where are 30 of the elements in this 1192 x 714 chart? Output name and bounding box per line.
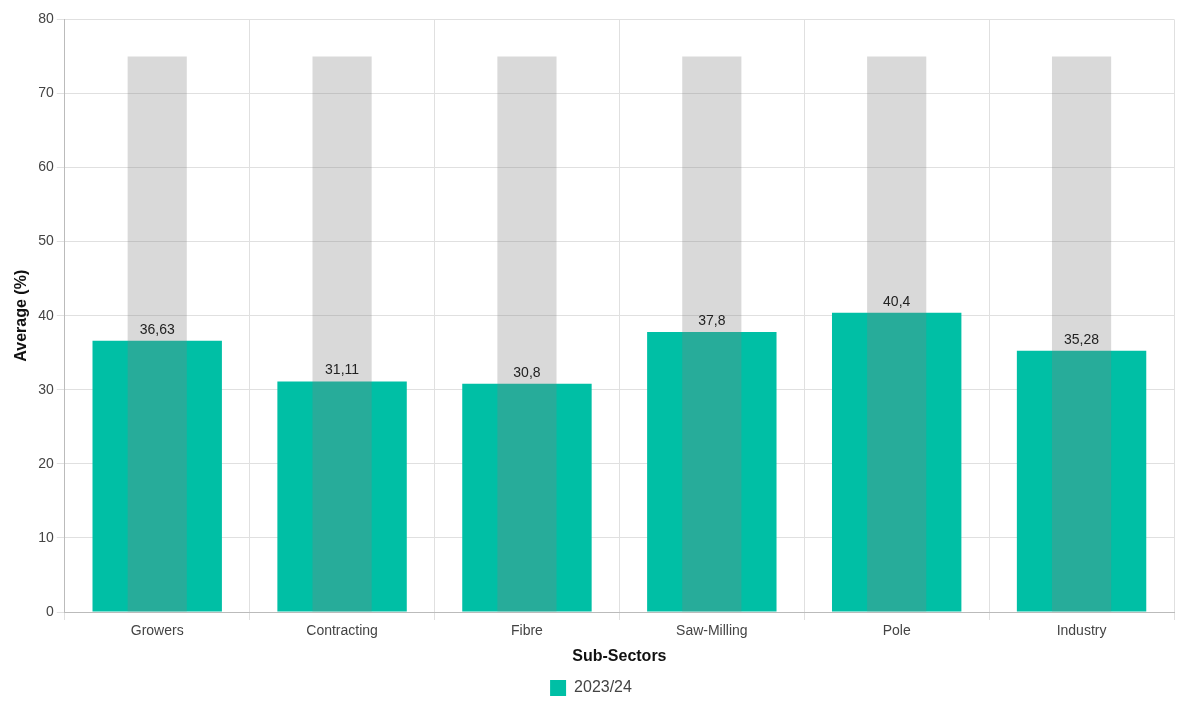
data-label: 36,63	[139, 320, 175, 337]
y-tick-label: 40	[38, 306, 54, 323]
y-tick-label: 30	[38, 380, 54, 397]
data-label: 35,28	[1064, 330, 1100, 347]
bar	[831, 312, 962, 612]
y-tick-label: 0	[45, 602, 54, 619]
y-tick-label: 50	[38, 232, 54, 249]
data-label: 30,8	[513, 363, 541, 380]
y-tick-label: 80	[38, 10, 54, 27]
data-label: 37,8	[698, 311, 726, 328]
bar	[647, 332, 777, 612]
y-tick-label: 10	[38, 528, 54, 545]
y-tick-label: 70	[38, 84, 54, 101]
x-tick-label: Saw-Milling	[676, 622, 748, 639]
bar	[92, 340, 222, 612]
x-tick-label: Fibre	[511, 622, 544, 639]
x-tick-label: Growers	[130, 622, 184, 639]
y-axis-title: Average (%)	[12, 269, 30, 362]
legend-label: 2023/24	[574, 678, 633, 696]
y-tick-label: 60	[38, 158, 54, 175]
y-tick-label: 20	[38, 454, 54, 471]
data-label: 40,4	[883, 292, 911, 309]
x-tick-label: Pole	[882, 622, 911, 639]
bar	[1016, 350, 1147, 612]
data-label: 31,11	[325, 361, 360, 378]
bar	[277, 381, 407, 612]
x-axis-title: Sub-Sectors	[572, 646, 667, 664]
bar	[462, 383, 592, 612]
x-tick-label: Industry	[1056, 622, 1107, 639]
x-tick-label: Contracting	[306, 622, 378, 639]
